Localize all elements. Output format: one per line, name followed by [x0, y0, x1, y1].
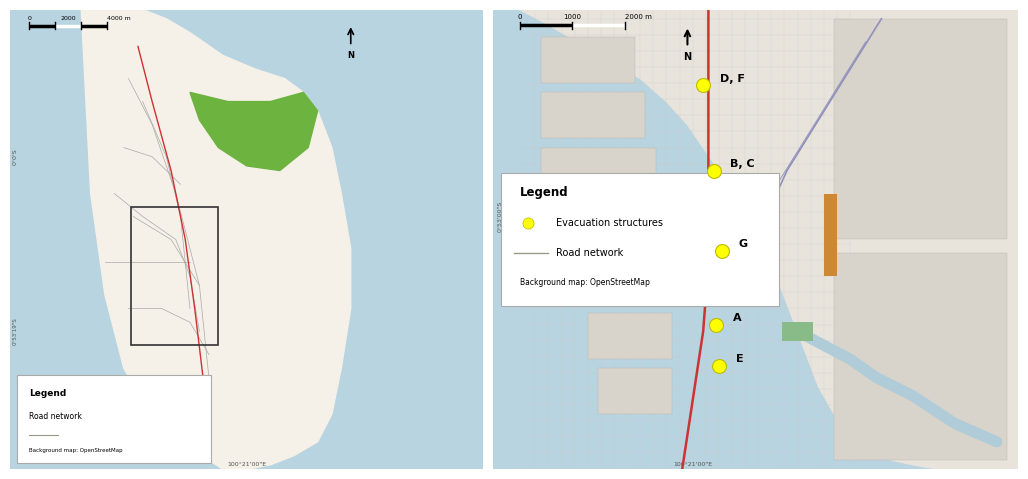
- Bar: [572, 258, 666, 304]
- Text: E: E: [736, 354, 743, 364]
- Bar: [541, 92, 646, 138]
- Text: 2000 m: 2000 m: [625, 14, 652, 20]
- Bar: [781, 322, 813, 341]
- Polygon shape: [519, 10, 1018, 469]
- Polygon shape: [190, 92, 318, 171]
- Text: Road network: Road network: [29, 412, 82, 421]
- FancyBboxPatch shape: [17, 375, 212, 463]
- Polygon shape: [152, 419, 194, 446]
- Text: Evacuation structures: Evacuation structures: [556, 218, 663, 228]
- Text: Legend: Legend: [519, 186, 568, 199]
- Text: 0: 0: [28, 16, 31, 21]
- Bar: [541, 148, 656, 194]
- Bar: [598, 368, 671, 414]
- Text: Legend: Legend: [29, 389, 67, 398]
- Bar: [541, 37, 635, 83]
- Polygon shape: [81, 10, 351, 469]
- Text: 100°21'00"E: 100°21'00"E: [227, 462, 266, 467]
- Text: N: N: [684, 52, 692, 62]
- Text: Background map: OpenStreetMap: Background map: OpenStreetMap: [519, 277, 650, 286]
- Bar: [131, 207, 218, 345]
- FancyBboxPatch shape: [502, 173, 779, 306]
- Text: Background map: OpenStreetMap: Background map: OpenStreetMap: [29, 448, 122, 453]
- Text: 0°0'S: 0°0'S: [12, 148, 17, 165]
- Bar: [835, 19, 1007, 240]
- Text: B, C: B, C: [731, 159, 755, 169]
- Bar: [556, 203, 661, 249]
- Text: N: N: [347, 51, 355, 60]
- Text: D, F: D, F: [720, 74, 745, 83]
- Bar: [823, 194, 837, 276]
- Text: 1000: 1000: [563, 14, 581, 20]
- Text: 100°21'00"E: 100°21'00"E: [673, 462, 712, 467]
- Text: G: G: [738, 239, 747, 249]
- Text: 0: 0: [517, 14, 522, 20]
- Text: 2000: 2000: [61, 16, 76, 21]
- Text: 0°53'00"S: 0°53'00"S: [498, 201, 503, 232]
- Text: Road network: Road network: [556, 248, 624, 258]
- Text: A: A: [733, 313, 741, 323]
- Bar: [835, 253, 1007, 460]
- Text: 4000 m: 4000 m: [107, 16, 131, 21]
- Bar: [588, 313, 671, 359]
- Text: 0°53'19"S: 0°53'19"S: [12, 318, 17, 345]
